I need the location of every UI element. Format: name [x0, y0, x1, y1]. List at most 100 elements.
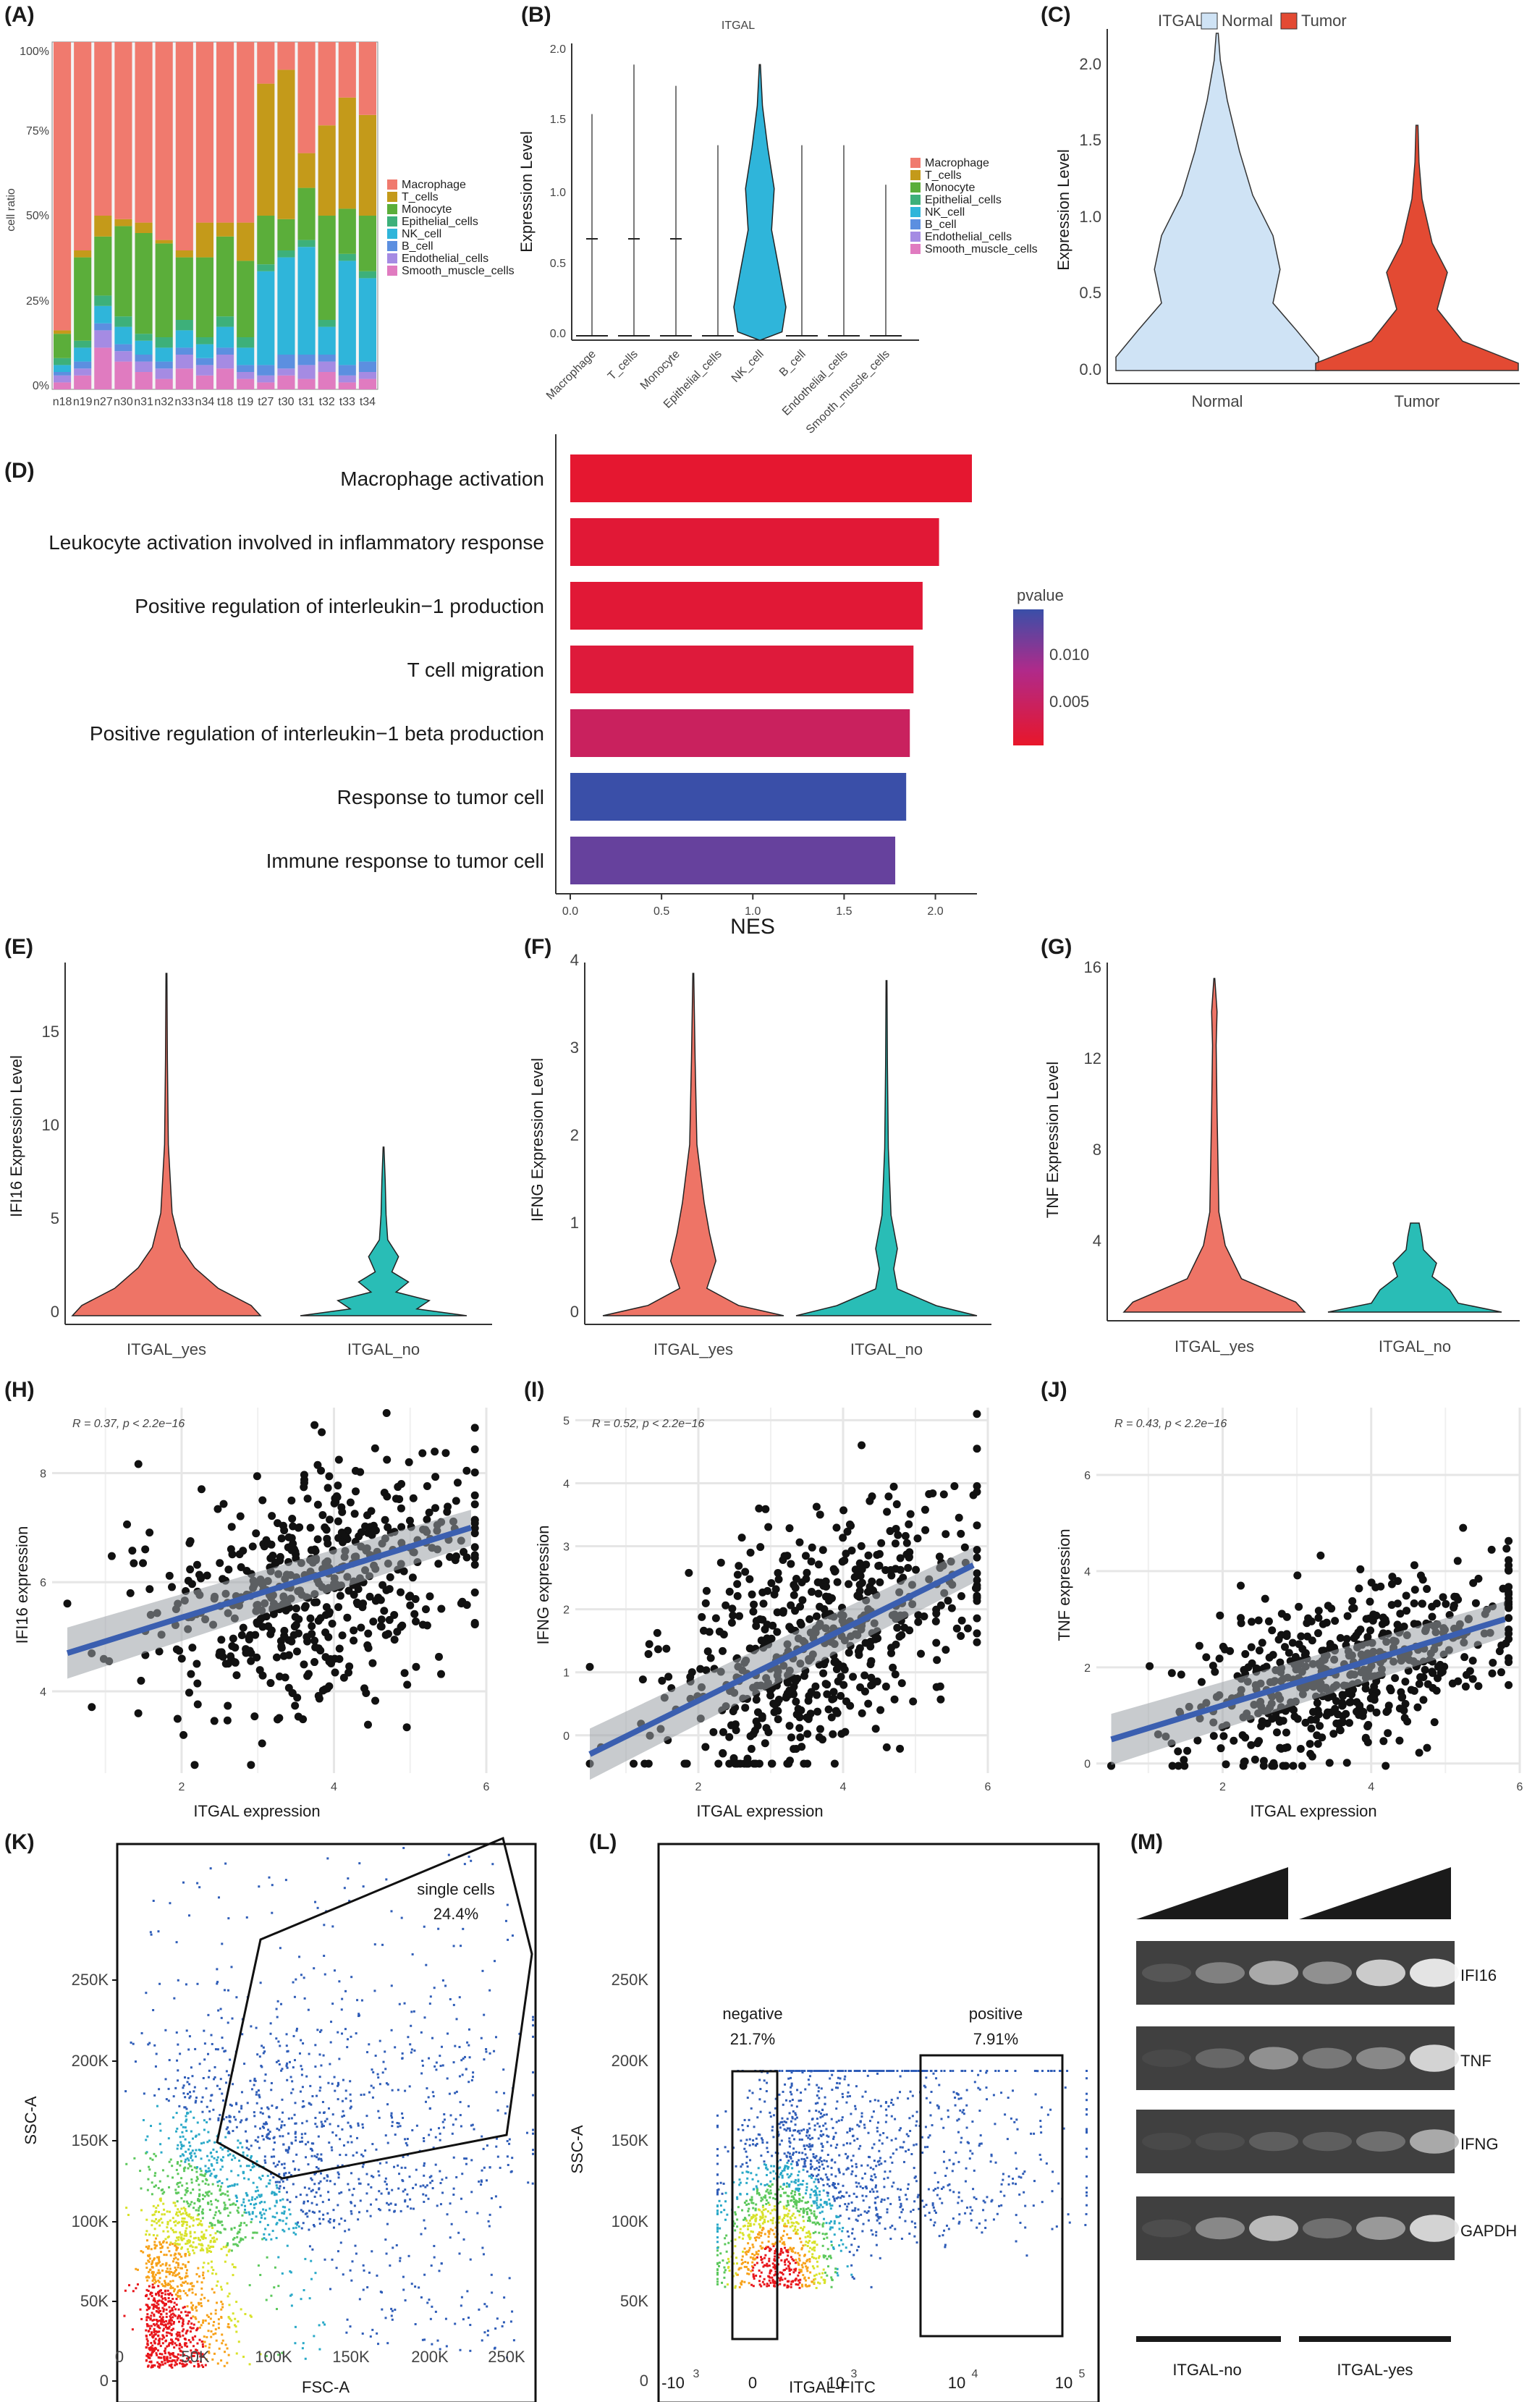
data-point: [1296, 1744, 1305, 1753]
bar-segment: [237, 365, 255, 372]
data-point: [1401, 1678, 1410, 1686]
event-dot: [283, 2230, 286, 2233]
data-point: [350, 1591, 358, 1599]
event-dot: [216, 2184, 219, 2187]
event-dot: [145, 1992, 148, 1995]
event-dot: [184, 2292, 187, 2295]
event-dot: [175, 2031, 178, 2034]
event-dot: [182, 2144, 185, 2147]
event-dot: [359, 2182, 362, 2185]
event-dot: [329, 2288, 332, 2291]
bar-segment: [114, 42, 132, 219]
event-dot: [182, 2237, 185, 2240]
panel-g: (G) TNF Expression Level 4 8 12 16 ITGAL…: [1041, 935, 1520, 1356]
category-label: Positive regulation of interleukin−1 pro…: [135, 595, 544, 617]
event-dot: [158, 2210, 161, 2213]
event-dot: [182, 2281, 185, 2284]
data-point: [843, 1527, 852, 1536]
event-dot: [806, 2130, 809, 2133]
event-dot: [271, 1884, 274, 1887]
event-dot: [282, 2143, 285, 2146]
data-point: [1394, 1577, 1402, 1586]
event-dot: [289, 2271, 292, 2274]
event-dot: [158, 2180, 161, 2183]
event-dot: [177, 2238, 180, 2241]
event-dot: [186, 2157, 189, 2160]
event-dot: [506, 2105, 509, 2108]
event-dot: [210, 2250, 213, 2253]
event-dot: [378, 2083, 381, 2086]
event-dot: [322, 2125, 325, 2128]
event-dot: [226, 2282, 229, 2285]
event-dot: [437, 2127, 440, 2130]
event-dot: [241, 2214, 244, 2217]
event-dot: [145, 2152, 148, 2154]
event-dot: [480, 2183, 483, 2186]
x-tick: B_cell: [777, 348, 808, 379]
event-dot: [294, 2168, 297, 2170]
event-dot: [860, 2164, 863, 2167]
event-dot: [1066, 2070, 1069, 2072]
data-point: [1344, 1689, 1353, 1698]
event-dot: [532, 2018, 534, 2021]
legend-swatch: [910, 219, 921, 229]
event-dot: [184, 2194, 187, 2196]
event-dot: [221, 2099, 224, 2102]
event-dot: [316, 2156, 318, 2159]
data-point: [227, 1545, 235, 1554]
event-dot: [287, 2147, 290, 2150]
event-dot: [185, 2158, 187, 2161]
single-cells-gate[interactable]: [216, 1836, 533, 2180]
event-dot: [483, 2331, 486, 2334]
event-dot: [290, 2293, 293, 2296]
event-dot: [159, 2199, 162, 2202]
data-point: [833, 1578, 842, 1586]
event-dot: [192, 2237, 195, 2240]
legend-swatch: [387, 266, 397, 276]
data-point: [351, 1487, 360, 1496]
event-dot: [209, 2200, 212, 2203]
data-point: [239, 1547, 248, 1555]
data-point: [364, 1629, 373, 1638]
data-point: [868, 1577, 876, 1586]
event-dot: [188, 2083, 191, 2086]
data-point: [1281, 1743, 1290, 1752]
data-point: [1453, 1557, 1462, 1565]
data-point: [773, 1608, 782, 1617]
event-dot: [190, 2152, 192, 2154]
event-dot: [397, 2126, 399, 2128]
data-point: [764, 1523, 773, 1531]
event-dot: [756, 2187, 758, 2190]
event-dot: [227, 2322, 230, 2325]
data-point: [876, 1578, 884, 1586]
event-dot: [127, 2214, 130, 2217]
event-dot: [240, 2308, 242, 2311]
event-dot: [192, 2354, 195, 2357]
event-dot: [258, 2147, 261, 2149]
event-dot: [192, 2224, 195, 2227]
y-tick: 0: [570, 1303, 579, 1321]
event-dot: [392, 2246, 394, 2249]
event-dot: [243, 2222, 246, 2225]
data-point: [294, 1629, 302, 1638]
event-dot: [161, 2363, 164, 2366]
event-dot: [183, 2306, 186, 2309]
event-dot: [207, 2262, 210, 2265]
data-point: [1230, 1736, 1238, 1745]
event-dot: [318, 2348, 321, 2351]
event-dot: [260, 2216, 263, 2219]
event-dot: [163, 2304, 166, 2307]
data-point: [1298, 1762, 1306, 1770]
event-dot: [154, 2338, 157, 2340]
event-dot: [239, 2224, 242, 2227]
event-dot: [187, 2322, 190, 2325]
event-dot: [200, 2293, 203, 2296]
event-dot: [185, 2118, 188, 2121]
event-dot: [184, 2232, 187, 2235]
data-point: [237, 1562, 245, 1571]
data-point: [714, 1759, 723, 1768]
event-dot: [258, 2094, 261, 2097]
event-dot: [351, 2194, 354, 2196]
event-dot: [145, 2239, 148, 2242]
